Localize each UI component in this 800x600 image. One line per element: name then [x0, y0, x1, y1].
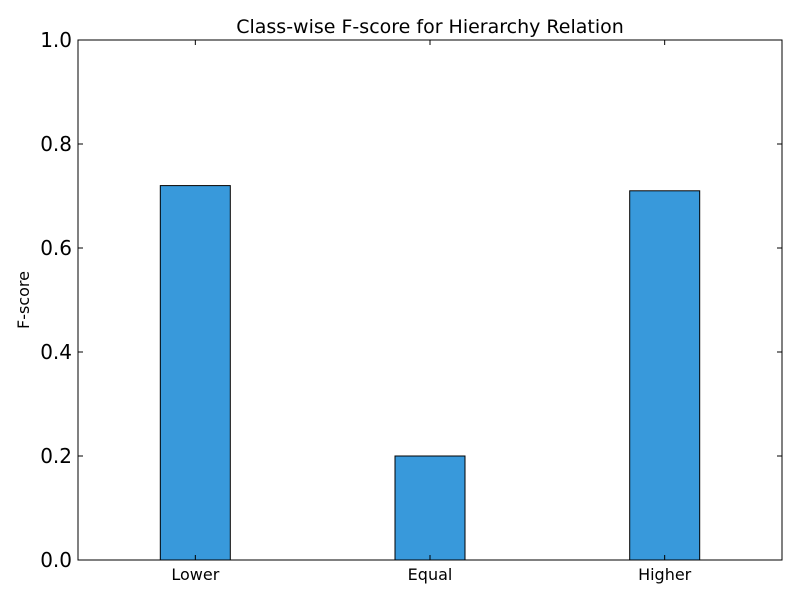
x-axis-ticks: Lower Equal Higher	[171, 40, 692, 584]
y-tick-label: 0.2	[40, 444, 72, 468]
bar-equal	[394, 455, 466, 561]
x-tick-label-lower: Lower	[171, 565, 219, 584]
y-tick-label: 0.4	[40, 340, 72, 364]
y-tick-label: 0.0	[40, 548, 72, 572]
bar-lower	[159, 185, 231, 561]
bars-group	[159, 185, 701, 561]
y-tick-label: 0.6	[40, 236, 72, 260]
x-tick-label-higher: Higher	[638, 565, 692, 584]
y-tick-label: 1.0	[40, 28, 72, 52]
y-axis-ticks: 0.0 0.2 0.4 0.6 0.8 1.0	[40, 28, 782, 572]
y-axis-label: F-score	[14, 271, 33, 329]
x-tick-label-equal: Equal	[408, 565, 453, 584]
plot-frame	[77, 39, 783, 561]
bar-higher	[629, 190, 701, 561]
chart-title: Class-wise F-score for Hierarchy Relatio…	[236, 16, 624, 38]
y-tick-label: 0.8	[40, 132, 72, 156]
